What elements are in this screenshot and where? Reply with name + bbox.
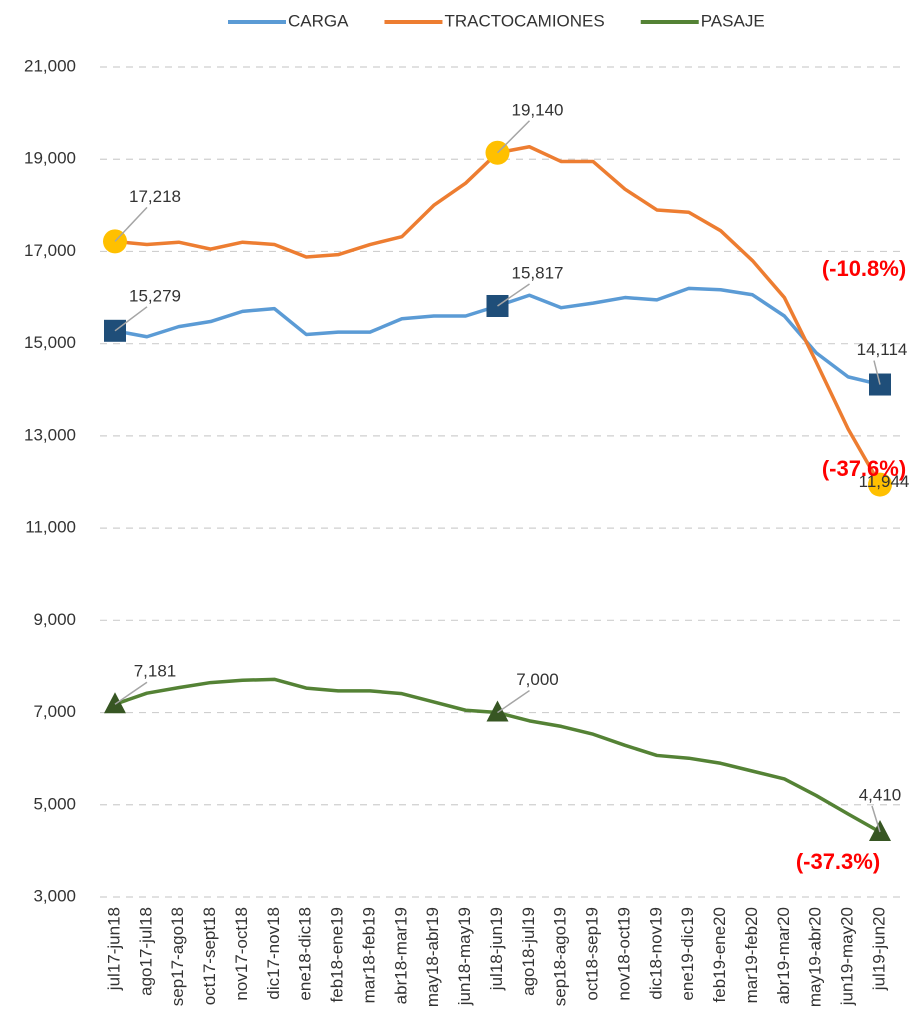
data-label: 14,114: [857, 340, 908, 359]
x-tick-label: ago17-jul18: [136, 907, 155, 996]
y-tick-label: 7,000: [33, 702, 76, 721]
marker: [104, 692, 126, 714]
x-tick-label: jul19-jun20: [869, 907, 888, 991]
data-label: 17,218: [129, 187, 181, 206]
y-tick-label: 9,000: [33, 610, 76, 629]
leader-line: [114, 306, 148, 332]
leader-line: [114, 206, 148, 242]
data-label: 4,410: [859, 785, 902, 804]
x-tick-label: oct18-sep19: [583, 907, 602, 1001]
legend-label: TRACTOCAMIONES: [444, 11, 604, 30]
y-tick-label: 11,000: [25, 518, 76, 537]
x-tick-label: nov18-oct19: [614, 907, 633, 1001]
data-label: 15,279: [129, 286, 181, 305]
y-tick-label: 19,000: [24, 149, 76, 168]
leader-line: [871, 805, 881, 833]
marker: [868, 472, 892, 497]
legend-label: PASAJE: [701, 11, 765, 30]
annotation: (-10.8%): [822, 256, 906, 281]
x-tick-label: abr18-mar19: [391, 907, 410, 1004]
y-tick-label: 21,000: [24, 56, 76, 75]
y-tick-label: 17,000: [24, 241, 76, 260]
x-tick-label: mar19-feb20: [742, 907, 761, 1003]
x-tick-label: jun18-may19: [455, 907, 474, 1006]
x-tick-label: sep17-ago18: [168, 907, 187, 1006]
leader-line: [497, 689, 530, 714]
y-tick-label: 15,000: [24, 333, 76, 352]
x-tick-label: feb19-ene20: [710, 907, 729, 1002]
x-tick-label: dic17-nov18: [264, 907, 283, 1000]
leader-line: [496, 120, 531, 154]
marker: [486, 700, 509, 722]
x-tick-label: ene19-dic19: [678, 907, 697, 1001]
x-tick-label: dic18-nov19: [646, 907, 665, 1000]
x-tick-label: jul18-jun19: [487, 907, 506, 991]
leader-line: [497, 283, 530, 307]
data-label: 7,000: [516, 670, 559, 689]
x-tick-label: feb18-ene19: [328, 907, 347, 1002]
x-tick-label: ago18-jul19: [519, 907, 538, 996]
y-tick-label: 3,000: [33, 886, 76, 905]
legend-label: CARGA: [288, 11, 349, 30]
annotation: (-37.3%): [796, 849, 880, 874]
x-tick-label: may19-abr20: [806, 907, 825, 1007]
x-tick-label: jul17-jun18: [104, 907, 123, 991]
annotation: (-37.6%): [822, 456, 906, 481]
y-tick-label: 13,000: [24, 425, 76, 444]
x-tick-label: oct17-sept18: [200, 907, 219, 1005]
x-tick-label: ene18-dic18: [296, 907, 315, 1001]
data-label: 19,140: [512, 100, 564, 119]
x-tick-label: mar18-feb19: [359, 907, 378, 1003]
x-tick-label: jun19-may20: [838, 907, 857, 1006]
x-tick-label: sep18-ago19: [551, 907, 570, 1006]
x-tick-label: abr19-mar20: [774, 907, 793, 1004]
data-label: 11,944: [859, 472, 910, 491]
x-tick-label: may18-abr19: [423, 907, 442, 1007]
leader-line: [873, 360, 881, 385]
leader-line: [114, 681, 148, 705]
y-tick-label: 5,000: [33, 794, 76, 813]
data-label: 7,181: [134, 662, 177, 681]
data-label: 15,817: [512, 263, 564, 282]
x-tick-label: nov17-oct18: [232, 907, 251, 1001]
